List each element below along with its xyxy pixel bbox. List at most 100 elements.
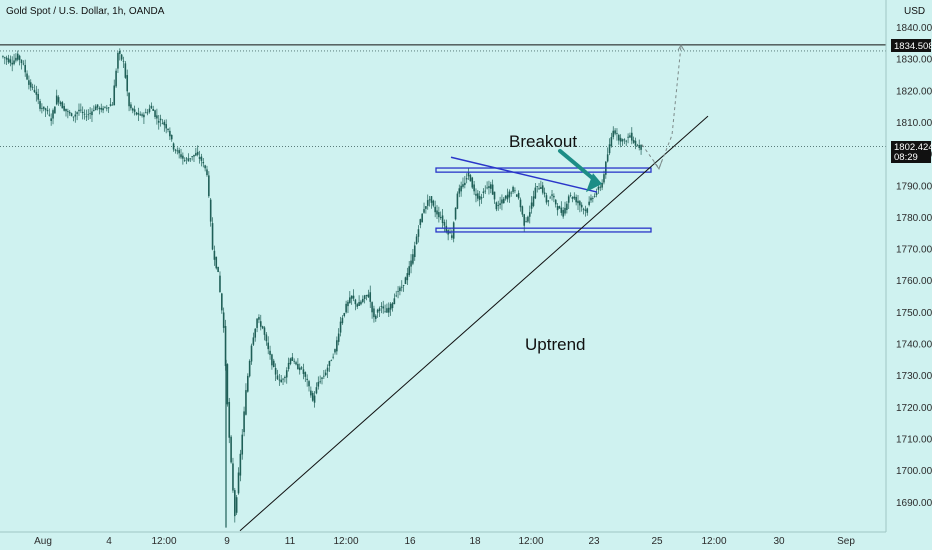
candle-body: [126, 75, 129, 92]
candle-body: [402, 285, 405, 286]
candle-body: [50, 118, 52, 121]
candle-body: [156, 115, 158, 119]
candle-body: [258, 317, 260, 320]
x-tick-label: Aug: [34, 536, 52, 547]
projection-arrow-2: [677, 44, 685, 51]
candle-body: [384, 311, 386, 313]
candle-body: [549, 197, 551, 199]
candle-body: [291, 357, 294, 361]
uptrend-line[interactable]: [239, 115, 709, 532]
candle-body: [593, 195, 596, 197]
candle-body: [480, 197, 483, 199]
level-price-text: 1834.508: [894, 41, 932, 52]
candle-body: [246, 375, 249, 392]
price-axis[interactable]: 1840.0001830.0001820.0001810.0001800.000…: [896, 23, 932, 509]
candle-body: [118, 50, 121, 54]
candle-body: [65, 108, 67, 112]
candle-body: [52, 110, 54, 119]
x-tick-label: 11: [285, 536, 296, 547]
candle-body: [564, 207, 566, 214]
candle-body: [341, 317, 344, 324]
candle-body: [161, 123, 164, 125]
candle-body: [490, 184, 492, 189]
candle-body: [250, 345, 253, 362]
channel-bottom-zone[interactable]: [435, 227, 652, 233]
candle-body: [634, 140, 637, 146]
candle-body: [415, 236, 418, 245]
chart-title: Gold Spot / U.S. Dollar, 1h, OANDA: [6, 6, 165, 17]
candle-body: [551, 194, 553, 196]
candle-body: [452, 222, 455, 239]
candle-body: [304, 372, 307, 377]
candle-body: [106, 107, 108, 109]
channel-top-zone[interactable]: [435, 167, 652, 173]
candle-body: [324, 372, 327, 376]
candle-body: [22, 63, 25, 65]
candle-body: [630, 132, 633, 141]
candle-body: [169, 130, 171, 137]
candle-body: [113, 85, 116, 106]
candle-body: [627, 136, 629, 138]
candle-body: [274, 367, 277, 375]
candle-body: [321, 377, 323, 379]
last-price-text: 1802.424: [894, 142, 932, 153]
candle-layer: [2, 48, 642, 528]
candle-body: [528, 212, 531, 217]
candle-body: [506, 194, 509, 200]
candle-body: [269, 350, 271, 355]
candle-body: [157, 120, 160, 123]
candle-body: [601, 182, 603, 188]
candle-body: [96, 104, 99, 108]
candle-body: [445, 225, 448, 232]
candle-body: [362, 298, 364, 302]
candle-body: [373, 308, 375, 318]
candle-body: [115, 70, 117, 87]
x-tick-label: 16: [404, 536, 416, 547]
candle-body: [202, 161, 205, 164]
x-tick-label: 25: [651, 536, 663, 547]
candle-body: [182, 155, 184, 159]
candle-body: [167, 128, 169, 130]
candle-body: [332, 356, 334, 358]
candle-body: [26, 73, 28, 80]
candle-body: [282, 378, 284, 380]
candle-body: [458, 188, 461, 194]
x-tick-label: 4: [106, 536, 112, 547]
candle-body: [39, 101, 41, 109]
y-tick-label: 1820.000: [896, 86, 932, 97]
candle-body: [425, 206, 427, 209]
candle-body: [363, 295, 366, 300]
candle-body: [432, 200, 435, 206]
candle-body: [380, 306, 383, 307]
candle-body: [400, 286, 403, 288]
candle-body: [89, 113, 91, 115]
descending-trendline[interactable]: [450, 156, 598, 193]
candle-body: [410, 260, 412, 267]
candle-body: [120, 54, 123, 60]
candle-body: [540, 187, 542, 190]
candle-body: [176, 150, 179, 152]
candle-body: [554, 199, 557, 205]
x-tick-label: 23: [588, 536, 600, 547]
breakout-label: Breakout: [509, 132, 577, 151]
candle-body: [241, 434, 244, 455]
candle-body: [259, 321, 262, 327]
candle-body: [94, 106, 97, 111]
candle-body: [41, 107, 43, 109]
x-tick-label: 12:00: [701, 536, 726, 547]
candle-body: [603, 174, 605, 183]
candle-body: [499, 203, 501, 206]
candle-body: [130, 104, 132, 109]
candle-body: [417, 229, 420, 237]
candle-body: [534, 187, 537, 199]
candle-body: [91, 111, 93, 116]
candle-body: [143, 114, 145, 118]
candle-body: [438, 212, 440, 218]
candle-body: [313, 395, 316, 403]
time-axis[interactable]: Aug 4 12:00 9 11 12:00 16 18 12:00 23 25 12:00 30 Sep: [34, 536, 855, 547]
candle-body: [484, 190, 487, 192]
candle-body: [172, 143, 175, 150]
candle-body: [430, 196, 433, 203]
candle-body: [475, 193, 477, 196]
candle-body: [215, 256, 218, 269]
